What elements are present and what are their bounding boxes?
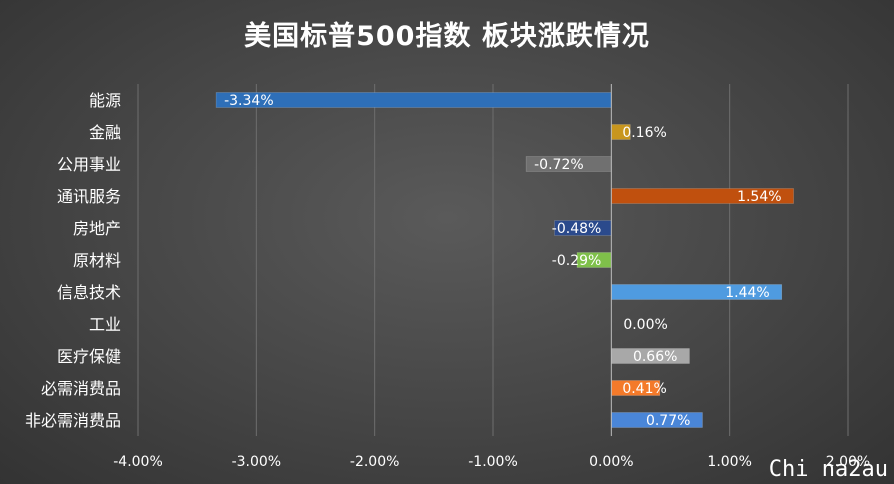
category-label: 原材料 — [73, 251, 121, 270]
category-label: 工业 — [89, 315, 121, 334]
x-tick-label: -1.00% — [468, 454, 518, 470]
category-label: 公用事业 — [57, 155, 121, 174]
category-label: 房地产 — [73, 219, 121, 238]
x-tick-label: -4.00% — [113, 454, 163, 470]
x-tick-label: 2.00% — [826, 454, 870, 470]
data-label: 1.54% — [737, 189, 781, 205]
data-label: 0.41% — [622, 381, 666, 397]
category-label: 医疗保健 — [57, 347, 121, 366]
data-label: 1.44% — [725, 285, 769, 301]
x-tick-label: 0.00% — [589, 454, 633, 470]
x-tick-label: -2.00% — [350, 454, 400, 470]
category-label: 信息技术 — [57, 283, 121, 302]
data-labels: -3.34% 0.16% -0.72% 1.54% -0.48% -0.29% 1.44% 0… — [224, 93, 781, 429]
bars — [215, 92, 794, 428]
watermark: Chi na2au — [768, 457, 888, 482]
data-label: -0.48% — [552, 221, 602, 237]
tick-labels: -4.00% -3.00% -2.00% -1.00% 0.00% 1.00% 2.00% — [113, 454, 870, 470]
chart-title: 美国标普500指数 板块涨跌情况 — [244, 21, 650, 52]
bar — [215, 92, 612, 108]
category-label: 能源 — [89, 91, 121, 110]
category-label: 通讯服务 — [57, 187, 121, 206]
category-label: 必需消费品 — [41, 379, 121, 398]
data-label: 0.77% — [646, 413, 690, 429]
data-label: 0.66% — [633, 349, 677, 365]
data-label: -3.34% — [224, 93, 274, 109]
grid-lines — [137, 84, 849, 436]
data-label: 0.16% — [622, 125, 666, 141]
data-label: -0.29% — [552, 253, 602, 269]
x-tick-label: -3.00% — [232, 454, 282, 470]
category-label: 金融 — [89, 123, 121, 142]
x-tick-label: 1.00% — [707, 454, 751, 470]
category-label: 非必需消费品 — [25, 411, 121, 430]
data-label: 0.00% — [623, 317, 667, 333]
data-label: -0.72% — [534, 157, 584, 173]
